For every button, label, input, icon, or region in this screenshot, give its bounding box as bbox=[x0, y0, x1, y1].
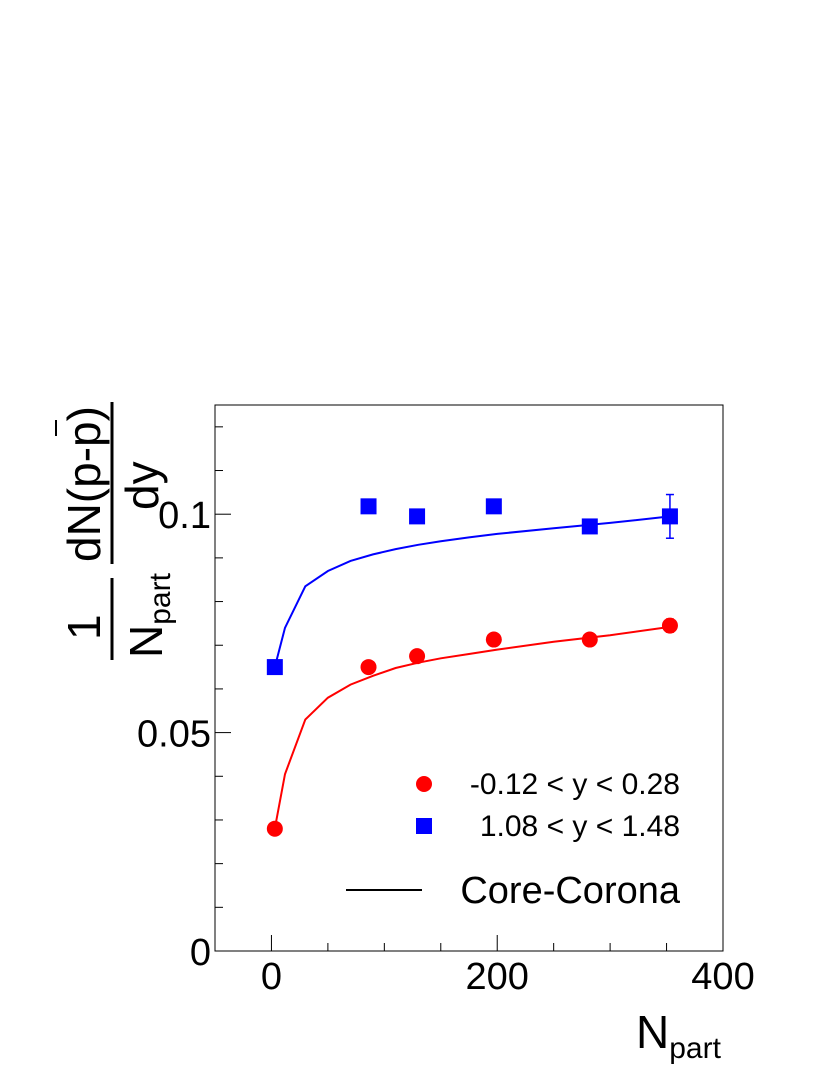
core-corona-curve bbox=[273, 515, 671, 668]
x-axis-title-sub: part bbox=[669, 1032, 721, 1065]
y-axis: 0 0.05 0.1 bbox=[137, 426, 231, 974]
y-title-deriv-den: dy bbox=[116, 461, 168, 510]
legend-label: Core-Corona bbox=[460, 870, 681, 912]
data-point-square bbox=[360, 498, 377, 515]
points-layer bbox=[266, 493, 678, 837]
plot-frame bbox=[214, 404, 724, 952]
data-point-square bbox=[661, 508, 678, 525]
y-tick-label: 0 bbox=[190, 932, 211, 974]
data-point-circle bbox=[266, 820, 283, 837]
data-point-circle bbox=[661, 617, 678, 634]
legend-marker-square bbox=[416, 818, 432, 834]
data-point-square bbox=[485, 498, 502, 515]
legend: -0.12 < y < 0.28 1.08 < y < 1.48 Core-Coro… bbox=[346, 768, 681, 912]
data-point-square bbox=[409, 508, 426, 525]
y-tick-label: 0.1 bbox=[158, 495, 211, 537]
legend-marker-circle bbox=[416, 776, 432, 792]
data-point-square bbox=[266, 659, 283, 676]
data-point-circle bbox=[409, 648, 426, 665]
x-axis: 0 200 400 bbox=[214, 935, 755, 998]
y-title-prefactor-den-main: N bbox=[120, 625, 172, 658]
data-point-circle bbox=[360, 659, 377, 676]
x-tick-label: 0 bbox=[261, 956, 282, 998]
data-point-circle bbox=[581, 631, 598, 648]
data-point-square bbox=[581, 518, 598, 535]
y-title-prefactor-num: 1 bbox=[58, 614, 110, 640]
y-axis-title: 1 Npart dN(p-p) dy bbox=[55, 402, 177, 660]
legend-label: -0.12 < y < 0.28 bbox=[470, 768, 680, 801]
x-tick-label: 400 bbox=[691, 956, 754, 998]
x-axis-title-main: N bbox=[636, 1006, 669, 1058]
x-axis-title: Npart bbox=[636, 1006, 722, 1065]
legend-label: 1.08 < y < 1.48 bbox=[480, 810, 680, 843]
core-corona-curve bbox=[273, 625, 671, 829]
curves-layer bbox=[273, 515, 671, 829]
y-tick-label: 0.05 bbox=[137, 714, 211, 756]
data-point-circle bbox=[485, 631, 502, 648]
y-title-deriv-num: dN(p-p) bbox=[58, 406, 110, 562]
y-title-prefactor-den: Npart bbox=[120, 572, 177, 658]
y-title-prefactor-den-sub: part bbox=[144, 572, 177, 624]
x-tick-label: 200 bbox=[466, 956, 529, 998]
